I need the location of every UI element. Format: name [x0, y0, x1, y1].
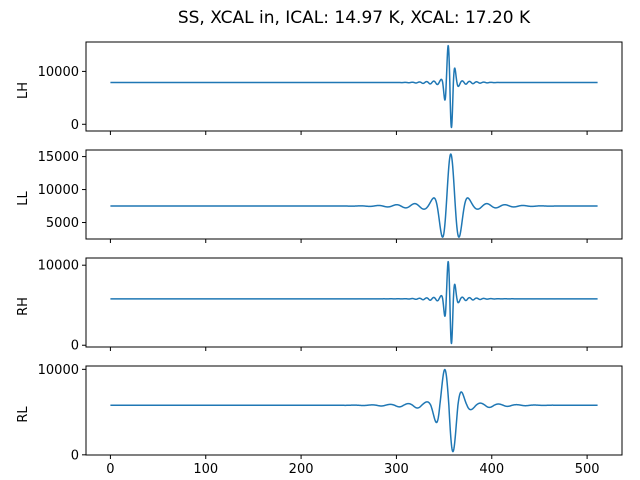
- x-tick-label: 500: [575, 462, 600, 477]
- y-tick-label: 0: [71, 448, 79, 463]
- x-tick-label: 200: [289, 462, 314, 477]
- x-tick-label: 400: [479, 462, 504, 477]
- subplot-LL: 5000 10000 15000 LL: [16, 149, 623, 243]
- subplot-RL: 0 100 200 300 400 500 0 10000 RL: [16, 363, 623, 477]
- signal-line-LL: [109, 153, 599, 238]
- signal-line-RL: [109, 368, 599, 453]
- axes-frame: [85, 257, 623, 348]
- signal-line-LH: [109, 44, 599, 129]
- subplot-LH: 0 10000 LH: [16, 41, 623, 135]
- y-tick-label: 0: [71, 339, 79, 354]
- y-tick-label: 10000: [38, 363, 79, 378]
- y-tick-label: 10000: [38, 65, 79, 80]
- y-axis-label-LL: LL: [16, 191, 31, 206]
- x-tick-label: 300: [384, 462, 409, 477]
- signal-line-RH: [109, 260, 599, 345]
- y-tick-label: 5000: [46, 216, 79, 231]
- y-tick-label: 10000: [38, 259, 79, 274]
- x-tick-label: 0: [106, 462, 114, 477]
- y-tick-label: 0: [71, 118, 79, 133]
- axes-frame: [85, 41, 623, 132]
- axes-frame: [85, 365, 623, 456]
- y-tick-label: 10000: [38, 183, 79, 198]
- axes-frame: [85, 149, 623, 240]
- y-axis-label-RH: RH: [16, 297, 31, 316]
- figure-title: SS, XCAL in, ICAL: 14.97 K, XCAL: 17.20 …: [177, 8, 531, 28]
- subplot-RH: 0 10000 RH: [16, 257, 623, 354]
- y-tick-label: 15000: [38, 150, 79, 165]
- y-axis-label-RL: RL: [16, 406, 31, 423]
- y-axis-label-LH: LH: [16, 82, 31, 99]
- x-tick-label: 100: [193, 462, 218, 477]
